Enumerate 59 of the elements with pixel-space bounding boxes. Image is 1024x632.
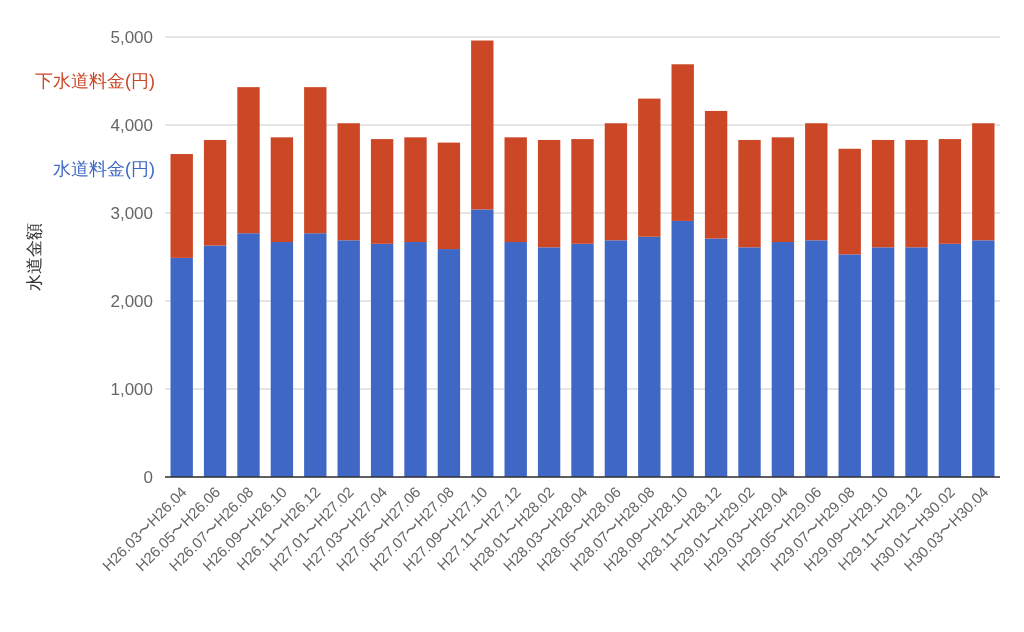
bar — [671, 64, 694, 221]
bar — [270, 242, 294, 477]
bar — [537, 247, 561, 477]
bar — [203, 245, 227, 477]
bar — [771, 242, 795, 477]
bar — [270, 137, 294, 243]
bar — [471, 209, 494, 477]
y-tick-label: 5,000 — [110, 28, 153, 47]
bar — [504, 137, 527, 243]
bar — [905, 139, 928, 248]
bar — [370, 243, 394, 477]
bar — [404, 242, 427, 477]
bar — [537, 139, 561, 248]
bar — [304, 233, 327, 477]
bar — [471, 40, 494, 210]
y-tick-label: 0 — [143, 468, 153, 487]
bar — [404, 137, 427, 243]
bar — [938, 243, 962, 477]
bar — [370, 139, 394, 244]
bar — [337, 123, 360, 241]
bar — [604, 123, 628, 241]
bar — [704, 238, 728, 477]
bar — [738, 139, 761, 248]
bar — [838, 254, 861, 477]
y-tick-label: 2,000 — [110, 292, 153, 311]
y-tick-label: 4,000 — [110, 116, 153, 135]
bar — [203, 139, 227, 246]
y-tick-label: 3,000 — [110, 204, 153, 223]
bar — [771, 137, 795, 243]
bar — [237, 233, 260, 477]
y-tick-label: 1,000 — [110, 380, 153, 399]
bar — [871, 247, 895, 477]
bar — [170, 257, 193, 477]
bar — [704, 110, 728, 239]
bar — [571, 243, 594, 477]
bar — [237, 87, 260, 234]
bar — [805, 123, 828, 241]
bar — [905, 247, 928, 477]
bar — [604, 240, 628, 477]
bar — [437, 249, 461, 477]
bar — [170, 154, 193, 258]
bar — [805, 240, 828, 477]
bar — [972, 123, 995, 241]
bar — [337, 240, 360, 477]
bar — [638, 98, 661, 237]
bar — [938, 139, 962, 244]
bar — [838, 148, 861, 255]
bar — [437, 142, 461, 250]
bar — [504, 242, 527, 477]
bar — [671, 220, 694, 477]
text: 下水道料金(円) — [35, 71, 155, 91]
bar — [738, 247, 761, 477]
bar — [304, 87, 327, 234]
bar — [871, 139, 895, 248]
bar — [571, 139, 594, 244]
bar — [638, 236, 661, 477]
y-axis-title: 水道金額 — [25, 223, 44, 291]
text: 水道料金(円) — [53, 159, 155, 179]
bar — [972, 240, 995, 477]
